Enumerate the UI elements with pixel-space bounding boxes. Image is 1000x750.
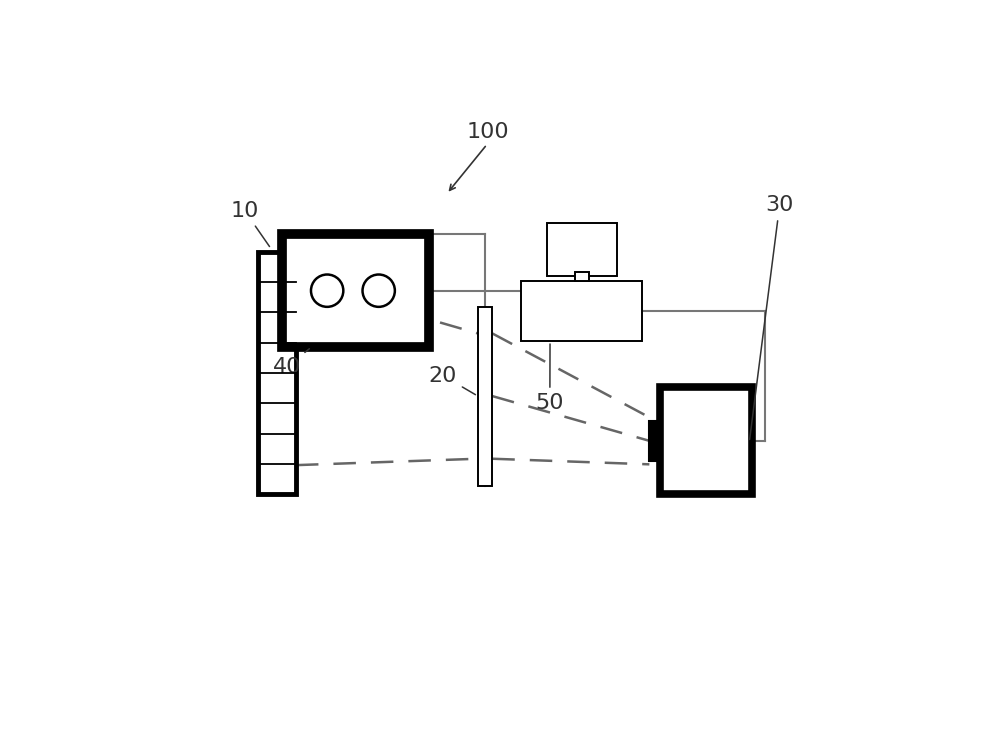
Text: 10: 10 [231,201,270,247]
Text: 40: 40 [273,349,309,377]
Bar [282,234,429,347]
Bar [521,280,642,341]
Bar [660,388,752,494]
Circle shape [311,274,343,307]
Bar [547,223,617,276]
Bar [649,421,660,461]
Bar [258,252,296,494]
Text: 100: 100 [467,122,510,142]
Text: 30: 30 [750,195,794,440]
Text: 50: 50 [536,344,564,412]
Circle shape [363,274,395,307]
Bar [478,307,492,485]
Text: 20: 20 [429,366,475,394]
Bar [575,272,589,280]
